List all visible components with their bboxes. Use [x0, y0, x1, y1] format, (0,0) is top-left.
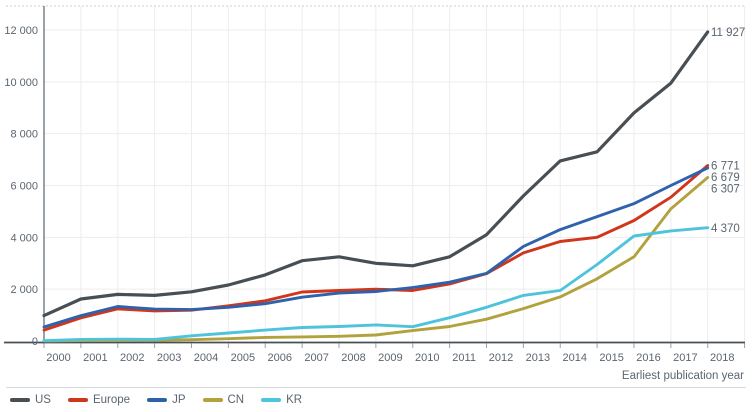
x-tick-label-2005: 2005: [231, 352, 255, 364]
x-tick-label-2018: 2018: [710, 352, 734, 364]
series-line-Europe: [42, 164, 710, 332]
series-end-label-US: 11 927: [711, 27, 745, 39]
x-tick-label-2010: 2010: [415, 352, 439, 364]
x-tick-label-2007: 2007: [304, 352, 328, 364]
legend-item-KR[interactable]: KR: [261, 394, 302, 406]
legend-item-CN[interactable]: CN: [202, 394, 245, 406]
legend-swatch-JP: [147, 398, 168, 402]
x-tick-label-2012: 2012: [489, 352, 513, 364]
series-line-JP: [42, 166, 710, 329]
x-tick-label-2006: 2006: [267, 352, 291, 364]
x-tick-label-2011: 2011: [452, 352, 476, 364]
x-tick-label-2000: 2000: [46, 352, 70, 364]
x-tick-label-2017: 2017: [673, 352, 697, 364]
legend-label-KR: KR: [286, 394, 303, 406]
series-line-US: [42, 30, 710, 318]
x-axis-title: Earliest publication year: [622, 370, 744, 382]
y-tick-label: 2 000: [10, 284, 38, 296]
y-tick-label: 4 000: [10, 232, 38, 244]
x-tick-label-2003: 2003: [157, 352, 181, 364]
x-tick-label-2004: 2004: [194, 352, 218, 364]
x-tick-label-2009: 2009: [378, 352, 402, 364]
y-tick-label: 8 000: [10, 129, 38, 141]
series-line-KR: [42, 226, 710, 343]
x-tick-label-2013: 2013: [526, 352, 550, 364]
legend-swatch-US: [10, 398, 30, 402]
series-end-label-KR: 4 370: [711, 223, 740, 235]
legend-item-Europe[interactable]: Europe: [67, 394, 131, 406]
y-tick-label: 0: [32, 336, 38, 348]
legend-swatch-KR: [261, 398, 282, 402]
series-end-label-Europe: 6 771: [711, 161, 740, 173]
y-tick-label: 6 000: [10, 181, 38, 193]
x-tick-label-2014: 2014: [562, 352, 586, 364]
legend-label-US: US: [35, 394, 51, 406]
series-end-label-JP: 6 679: [711, 172, 740, 184]
x-tick-label-2015: 2015: [599, 352, 623, 364]
legend-label-Europe: Europe: [92, 394, 131, 406]
x-tick-label-2008: 2008: [341, 352, 365, 364]
x-tick-label-2016: 2016: [636, 352, 660, 364]
y-tick-label: 12 000: [4, 25, 38, 37]
series-end-label-CN: 6 307: [711, 184, 740, 196]
line-chart: 0 2 000 4 000 6 000 8 000 10 000 12 000 2000 200…: [4, 5, 746, 382]
legend-swatch-Europe: [67, 398, 88, 402]
legend-label-CN: CN: [227, 394, 245, 406]
legend: US Europe JP CN KR: [6, 387, 746, 412]
legend-item-US[interactable]: US: [10, 394, 51, 406]
x-tick-label-2002: 2002: [120, 352, 144, 364]
legend-item-JP[interactable]: JP: [147, 394, 186, 406]
legend-swatch-CN: [202, 398, 223, 402]
legend-label-JP: JP: [172, 394, 186, 406]
x-tick-label-2001: 2001: [83, 352, 107, 364]
y-tick-label: 10 000: [4, 77, 38, 89]
